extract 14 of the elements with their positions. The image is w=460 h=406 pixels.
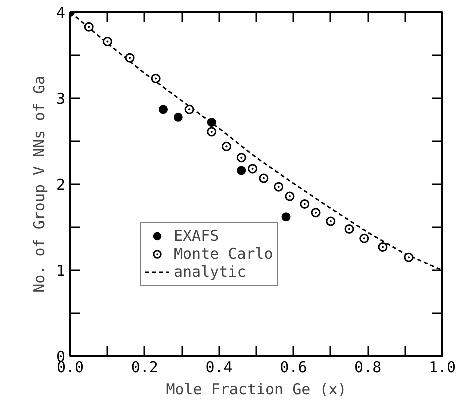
x-tick-label: 0.2 xyxy=(131,358,158,376)
legend-label: analytic xyxy=(174,263,246,281)
legend-label: EXAFS xyxy=(174,227,220,245)
y-tick-label: 1 xyxy=(56,262,66,280)
y-tick-label: 4 xyxy=(56,4,66,22)
x-tick-label: 0.4 xyxy=(206,358,233,376)
x-tick-label: 1.0 xyxy=(428,358,456,376)
x-tick-label: 0.8 xyxy=(354,358,382,376)
y-axis-title: No. of Group V NNs of Ga xyxy=(30,76,48,293)
y-tick-label: 2 xyxy=(56,176,66,194)
x-tick-label: 0.6 xyxy=(280,358,308,376)
legend-label: Monte Carlo xyxy=(174,245,274,263)
y-tick-label: 3 xyxy=(56,90,66,108)
x-axis-title: Mole Fraction Ge (x) xyxy=(166,380,347,398)
